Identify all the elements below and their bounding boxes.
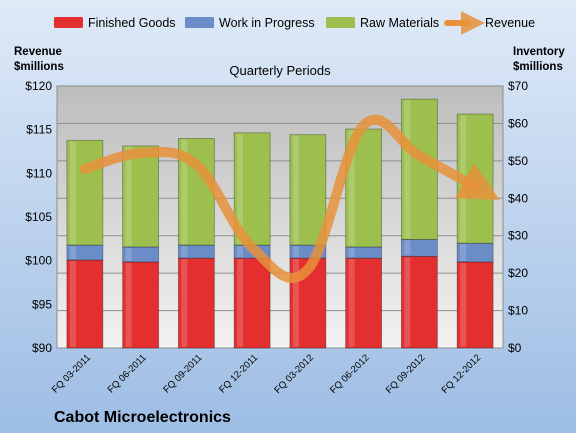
bar-highlight xyxy=(292,246,299,258)
y-right-tick-label: $10 xyxy=(508,304,528,318)
bar-highlight xyxy=(181,139,188,245)
bar-finished-goods xyxy=(456,261,494,349)
y-left-tick-label: $120 xyxy=(25,79,52,93)
legend-label-revenue: Revenue xyxy=(485,16,535,30)
y-right-tick-label: $70 xyxy=(508,79,528,93)
legend-label-finished-goods: Finished Goods xyxy=(88,16,176,30)
legend: Finished Goods Work in Progress Raw Mate… xyxy=(54,11,535,35)
legend-item-raw-materials: Raw Materials xyxy=(326,16,439,30)
bar-highlight xyxy=(460,244,467,261)
bar-raw-materials xyxy=(289,134,327,246)
y-right-tick-label: $60 xyxy=(508,116,528,130)
revenue-line xyxy=(79,114,500,283)
bar-finished-goods xyxy=(66,259,104,349)
bar-highlight xyxy=(181,259,188,347)
bar-highlight xyxy=(181,246,188,258)
bar-highlight xyxy=(237,259,244,347)
legend-swatch-raw-materials xyxy=(326,17,355,28)
bar-work-in-progress xyxy=(177,244,215,259)
y-right-tick-label: $40 xyxy=(508,191,528,205)
y-right-tick-label: $30 xyxy=(508,229,528,243)
bar-highlight xyxy=(348,259,355,347)
y-right-tick-label: $50 xyxy=(508,154,528,168)
legend-swatch-work-in-progress xyxy=(185,17,214,28)
y-left-tick-label: $105 xyxy=(25,210,52,224)
bar-raw-materials xyxy=(400,98,438,240)
legend-item-work-in-progress: Work in Progress xyxy=(185,16,315,30)
bar-highlight xyxy=(292,135,299,245)
y-right-ticks: $0 $10 $20 $30 $40 $50 $60 $70 xyxy=(508,79,528,355)
bar-highlight xyxy=(292,259,299,347)
y-left-ticks: $90 $95 $100 $105 $110 $115 $120 xyxy=(25,79,52,355)
y-left-tick-label: $115 xyxy=(26,123,52,137)
revenue-line-path xyxy=(79,114,500,283)
bar-highlight xyxy=(69,261,76,347)
bar-highlight xyxy=(237,133,244,245)
legend-swatch-finished-goods xyxy=(54,17,83,28)
bar-highlight xyxy=(69,141,76,245)
chart-title: Quarterly Periods xyxy=(229,63,331,78)
y-left-tick-label: $100 xyxy=(25,254,52,268)
bar-highlight xyxy=(348,130,355,246)
bar-raw-materials xyxy=(122,145,160,248)
bar-highlight xyxy=(125,262,132,347)
bar-finished-goods xyxy=(122,261,160,349)
y-left-tick-label: $90 xyxy=(32,341,52,355)
y-right-tick-label: $20 xyxy=(508,266,528,280)
bar-finished-goods xyxy=(177,257,215,349)
bar-finished-goods xyxy=(345,257,383,349)
legend-item-revenue: Revenue xyxy=(444,11,535,35)
y-left-label-line2: $millions xyxy=(14,61,64,73)
bar-highlight xyxy=(404,100,411,239)
bar-highlight xyxy=(125,247,132,261)
bar-highlight xyxy=(125,146,132,246)
bar-highlight xyxy=(404,240,411,256)
bar-highlight xyxy=(69,246,76,260)
y-right-label-line2: $millions xyxy=(513,61,563,73)
bar-raw-materials xyxy=(66,139,104,246)
bars xyxy=(66,98,494,349)
y-right-tick-label: $0 xyxy=(508,341,522,355)
bar-highlight xyxy=(348,247,355,258)
bar-highlight xyxy=(460,262,467,347)
legend-label-raw-materials: Raw Materials xyxy=(360,16,439,30)
y-left-label-line1: Revenue xyxy=(14,46,62,58)
y-right-label-line1: Inventory xyxy=(513,46,565,58)
legend-item-finished-goods: Finished Goods xyxy=(54,16,176,30)
legend-label-work-in-progress: Work in Progress xyxy=(219,16,315,30)
bar-highlight xyxy=(404,257,411,347)
bar-finished-goods xyxy=(233,257,271,349)
company-name: Cabot Microelectronics xyxy=(54,409,231,426)
y-left-tick-label: $95 xyxy=(32,297,52,311)
y-left-tick-label: $110 xyxy=(26,166,52,180)
bar-highlight xyxy=(237,246,244,258)
